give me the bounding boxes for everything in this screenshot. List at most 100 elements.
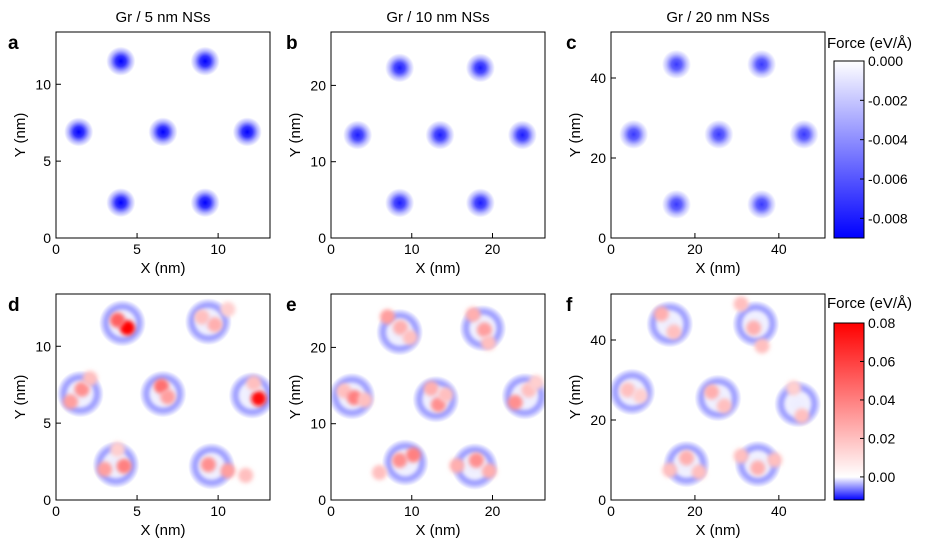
x-tick-label: 20 bbox=[687, 503, 703, 519]
positive-force-spot bbox=[423, 381, 439, 397]
positive-force-spot bbox=[528, 375, 544, 390]
force-spot bbox=[747, 49, 777, 79]
positive-force-spot bbox=[207, 317, 223, 333]
x-axis-label: X (nm) bbox=[696, 260, 741, 277]
colorbars: Force (eV/Å)0.000-0.002-0.004-0.006-0.00… bbox=[827, 35, 912, 501]
x-tick-label: 0 bbox=[327, 503, 335, 519]
colorbar-tick-label: 0.000 bbox=[868, 53, 903, 69]
positive-force-spot bbox=[632, 388, 648, 404]
positive-force-spot bbox=[200, 457, 216, 473]
force-spot bbox=[64, 117, 94, 147]
colorbar-tick-label: -0.002 bbox=[868, 92, 908, 108]
panel-letter: b bbox=[286, 33, 298, 54]
y-tick-label: 10 bbox=[35, 338, 51, 354]
force-spot bbox=[661, 189, 692, 219]
x-tick-label: 0 bbox=[607, 503, 615, 519]
panel-title: Gr / 10 nm NSs bbox=[386, 9, 489, 26]
x-tick-label: 40 bbox=[771, 241, 787, 257]
colorbar-bottom: Force (eV/Å) 0.08 0.06 0.04 0.02 0.00 bbox=[827, 295, 912, 501]
panel-letter: d bbox=[8, 295, 20, 316]
positive-force-spot bbox=[82, 371, 98, 387]
positive-force-spot bbox=[110, 312, 126, 328]
x-tick-label: 10 bbox=[404, 241, 420, 257]
y-tick-label: 10 bbox=[310, 416, 326, 432]
x-axis-label: X (nm) bbox=[416, 522, 461, 539]
plot-frame bbox=[55, 31, 271, 239]
heatmap-content bbox=[56, 298, 270, 490]
colorbar-top: Force (eV/Å)0.000 -0.002 -0.004 -0.006 -0.00… bbox=[827, 35, 912, 239]
x-axis-label: X (nm) bbox=[696, 522, 741, 539]
x-tick-label: 5 bbox=[133, 503, 141, 519]
y-tick-label: 40 bbox=[590, 332, 606, 348]
panel-c: 0 20 40 0 20 40 X (nm) Y (nm) Gr / 20 nm NSs c bbox=[566, 9, 826, 277]
force-spot bbox=[106, 46, 136, 76]
plot-frame bbox=[330, 31, 546, 239]
colorbar-title: Force (eV/Å) bbox=[827, 35, 912, 52]
colorbar-gradient bbox=[834, 61, 864, 238]
colorbar-title: Force (eV/Å) bbox=[827, 295, 912, 312]
colorbar-tick-label: 0.06 bbox=[868, 353, 895, 369]
positive-force-spot bbox=[251, 391, 267, 407]
panel-letter: e bbox=[286, 295, 297, 316]
force-spot bbox=[190, 46, 220, 76]
x-tick-label: 20 bbox=[687, 241, 703, 257]
x-tick-label: 40 bbox=[771, 503, 787, 519]
colorbar-tick-label: -0.006 bbox=[868, 171, 908, 187]
plot-frame bbox=[610, 293, 826, 501]
positive-force-spot bbox=[438, 387, 454, 403]
positive-force-spot bbox=[110, 441, 126, 457]
colorbar-tick-label: 0.00 bbox=[868, 469, 895, 485]
force-spot bbox=[148, 117, 178, 147]
force-spot bbox=[789, 119, 819, 149]
positive-force-spot bbox=[794, 408, 810, 424]
positive-force-spot bbox=[746, 320, 762, 336]
heatmap-content bbox=[611, 296, 822, 488]
x-tick-label: 0 bbox=[327, 241, 335, 257]
y-tick-label: 20 bbox=[590, 412, 606, 428]
heatmap-content bbox=[64, 46, 262, 218]
positive-force-spot bbox=[733, 296, 749, 312]
positive-force-spot bbox=[666, 324, 682, 340]
y-tick-label: 20 bbox=[590, 150, 606, 166]
y-axis-label: Y (nm) bbox=[567, 375, 584, 420]
positive-force-spot bbox=[246, 375, 262, 391]
force-spot bbox=[704, 119, 734, 149]
positive-force-spot bbox=[507, 394, 523, 410]
panel-letter: f bbox=[566, 295, 573, 316]
heatmap-content bbox=[343, 53, 537, 218]
positive-force-spot bbox=[480, 335, 496, 351]
y-tick-label: 0 bbox=[598, 492, 606, 508]
force-spot bbox=[619, 119, 649, 149]
panel-f: 0 20 40 0 20 40 X (nm) Y (nm) f bbox=[566, 293, 826, 539]
force-spot bbox=[190, 188, 220, 218]
y-axis-label: Y (nm) bbox=[567, 113, 584, 158]
y-tick-label: 0 bbox=[43, 230, 51, 246]
positive-force-spot bbox=[620, 382, 636, 398]
positive-force-spot bbox=[449, 458, 465, 474]
y-tick-label: 0 bbox=[43, 492, 51, 508]
positive-force-spot bbox=[754, 338, 770, 354]
x-tick-label: 10 bbox=[210, 503, 226, 519]
plot-frame bbox=[610, 31, 826, 239]
y-tick-label: 40 bbox=[590, 70, 606, 86]
heatmap-content bbox=[331, 304, 545, 490]
positive-force-spot bbox=[220, 301, 236, 317]
panel-b: 0 10 20 0 10 20 X (nm) Y (nm) Gr / 10 nm NSs b bbox=[286, 9, 546, 277]
positive-force-spot bbox=[767, 452, 783, 468]
positive-force-spot bbox=[786, 380, 802, 396]
positive-force-spot bbox=[116, 458, 132, 474]
y-tick-label: 0 bbox=[318, 230, 326, 246]
y-axis-label: Y (nm) bbox=[287, 113, 304, 158]
x-tick-label: 5 bbox=[133, 241, 141, 257]
panel-letter: c bbox=[566, 33, 577, 54]
positive-force-spot bbox=[63, 394, 79, 410]
positive-force-spot bbox=[679, 450, 695, 466]
positive-force-spot bbox=[371, 465, 387, 481]
positive-force-spot bbox=[716, 398, 732, 414]
y-tick-label: 20 bbox=[310, 339, 326, 355]
positive-force-spot bbox=[392, 320, 408, 336]
positive-force-spot bbox=[468, 452, 484, 468]
positive-force-spot bbox=[691, 464, 707, 480]
y-axis-label: Y (nm) bbox=[12, 113, 29, 158]
